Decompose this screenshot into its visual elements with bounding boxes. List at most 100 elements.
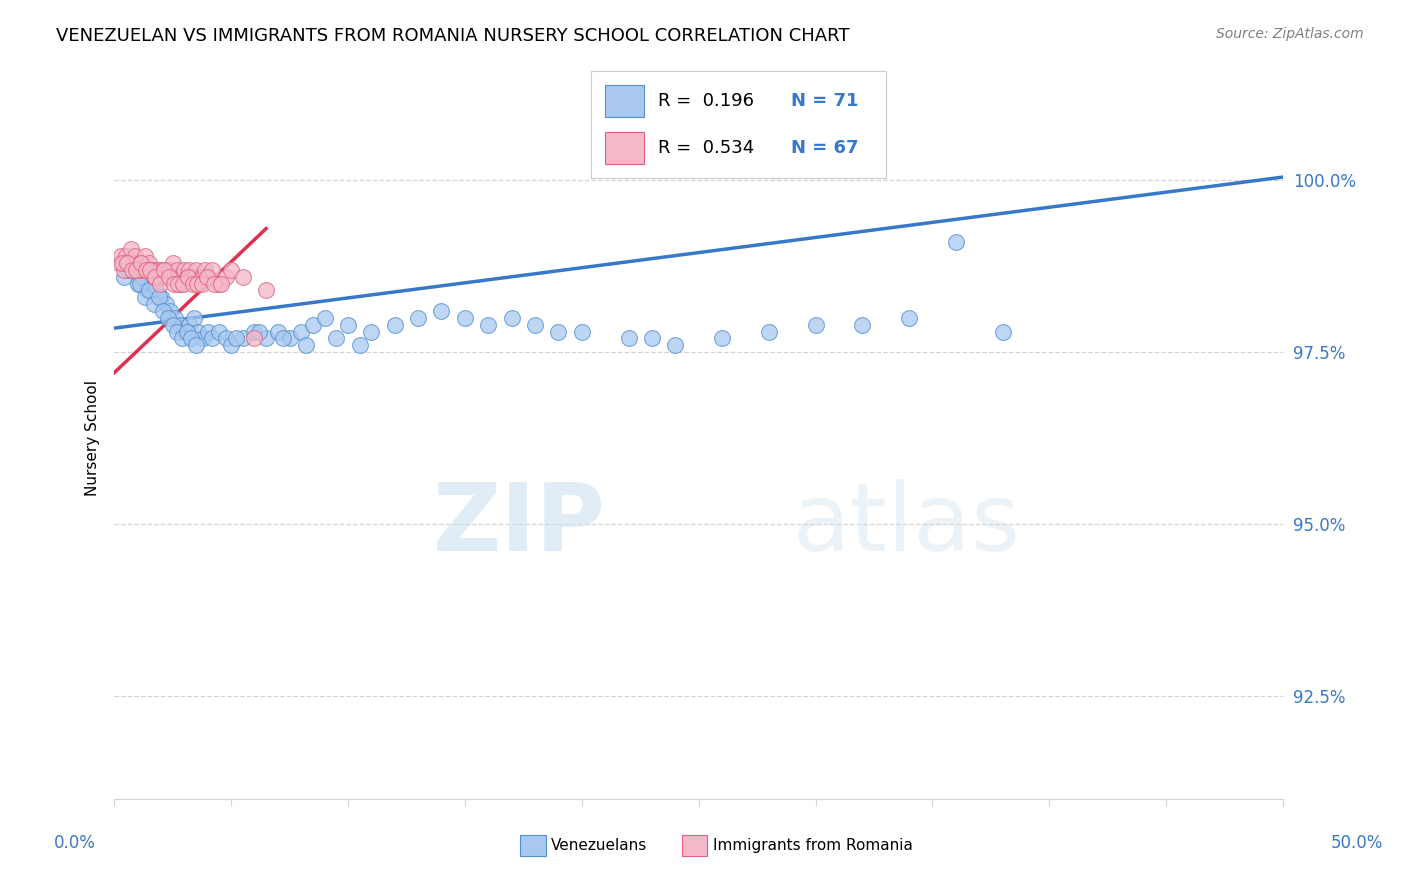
- Point: [112, 262, 135, 277]
- Point: [134, 249, 156, 263]
- Point: [851, 318, 873, 332]
- Point: [195, 269, 218, 284]
- Point: [156, 310, 179, 325]
- Point: [247, 325, 270, 339]
- Point: [156, 262, 179, 277]
- Point: [141, 262, 163, 277]
- Point: [267, 325, 290, 339]
- Point: [152, 304, 174, 318]
- Point: [166, 262, 188, 277]
- Point: [617, 331, 640, 345]
- Point: [157, 269, 180, 284]
- Point: [254, 284, 277, 298]
- Point: [145, 262, 167, 277]
- Text: N = 71: N = 71: [792, 93, 859, 111]
- Point: [547, 325, 569, 339]
- Point: [122, 256, 145, 270]
- Point: [134, 290, 156, 304]
- FancyBboxPatch shape: [606, 132, 644, 164]
- Point: [406, 310, 429, 325]
- Point: [127, 262, 149, 277]
- Point: [219, 262, 242, 277]
- Point: [187, 277, 209, 291]
- Point: [183, 269, 205, 284]
- Point: [232, 269, 254, 284]
- Point: [124, 249, 146, 263]
- Point: [148, 290, 170, 304]
- Point: [278, 331, 301, 345]
- Point: [290, 325, 312, 339]
- Point: [115, 249, 138, 263]
- Point: [177, 262, 200, 277]
- Point: [129, 277, 152, 291]
- Point: [129, 256, 152, 270]
- Point: [219, 338, 242, 352]
- Point: [243, 331, 266, 345]
- Point: [120, 242, 142, 256]
- Point: [129, 256, 152, 270]
- Point: [173, 325, 195, 339]
- Point: [314, 310, 336, 325]
- Point: [142, 297, 165, 311]
- Point: [194, 262, 217, 277]
- Point: [169, 269, 191, 284]
- Point: [254, 331, 277, 345]
- Point: [163, 277, 186, 291]
- Point: [177, 269, 200, 284]
- Point: [173, 262, 195, 277]
- Point: [125, 262, 148, 277]
- Point: [155, 297, 177, 311]
- Point: [159, 262, 181, 277]
- Text: R =  0.534: R = 0.534: [658, 139, 755, 157]
- Point: [162, 256, 184, 270]
- Point: [176, 325, 198, 339]
- Text: atlas: atlas: [792, 479, 1021, 571]
- Point: [295, 338, 318, 352]
- Point: [163, 310, 186, 325]
- Point: [641, 331, 664, 345]
- Text: Source: ZipAtlas.com: Source: ZipAtlas.com: [1216, 27, 1364, 41]
- Point: [138, 284, 160, 298]
- Point: [131, 262, 153, 277]
- Point: [149, 269, 172, 284]
- Point: [180, 269, 202, 284]
- Point: [162, 318, 184, 332]
- Point: [131, 269, 153, 284]
- Point: [111, 256, 134, 270]
- Point: [181, 277, 204, 291]
- Point: [215, 269, 238, 284]
- Point: [190, 269, 212, 284]
- Point: [117, 256, 139, 270]
- Point: [197, 325, 219, 339]
- Point: [243, 325, 266, 339]
- Point: [201, 331, 224, 345]
- Point: [360, 325, 382, 339]
- Point: [153, 262, 176, 277]
- Point: [145, 284, 167, 298]
- Text: Immigrants from Romania: Immigrants from Romania: [713, 838, 912, 853]
- Point: [139, 262, 162, 277]
- Point: [232, 331, 254, 345]
- Point: [186, 277, 208, 291]
- Point: [184, 338, 207, 352]
- Point: [215, 331, 238, 345]
- Point: [898, 310, 921, 325]
- Point: [135, 262, 157, 277]
- Point: [155, 269, 177, 284]
- Point: [197, 269, 219, 284]
- Point: [336, 318, 359, 332]
- Point: [167, 277, 190, 291]
- Point: [138, 256, 160, 270]
- Point: [148, 262, 170, 277]
- Point: [172, 277, 194, 291]
- Point: [477, 318, 499, 332]
- FancyBboxPatch shape: [606, 86, 644, 118]
- Text: N = 67: N = 67: [792, 139, 859, 157]
- Point: [166, 325, 188, 339]
- Point: [176, 269, 198, 284]
- Point: [152, 262, 174, 277]
- Point: [149, 290, 172, 304]
- Text: ZIP: ZIP: [432, 479, 605, 571]
- Point: [524, 318, 547, 332]
- Point: [142, 269, 165, 284]
